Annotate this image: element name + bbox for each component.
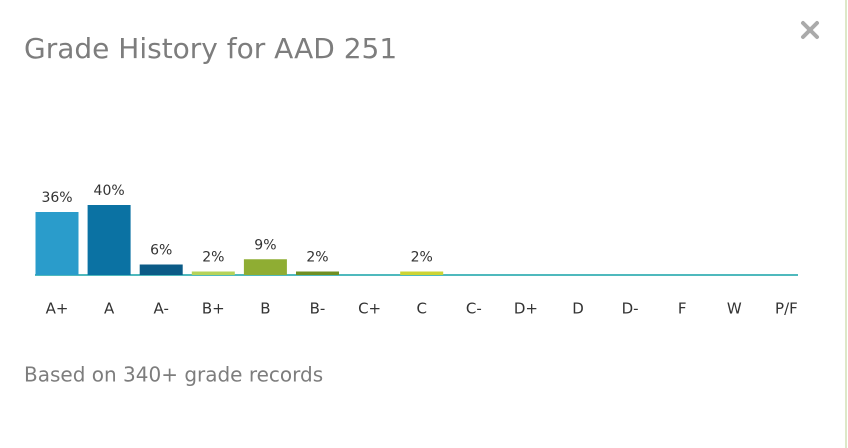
bar	[191, 271, 235, 275]
x-tick-label: A	[104, 300, 115, 318]
x-tick-label: C	[416, 300, 426, 318]
x-tick-label: C-	[466, 300, 482, 318]
value-label: 36%	[41, 190, 72, 206]
bar	[400, 271, 444, 275]
value-label: 40%	[94, 183, 125, 199]
value-label: 6%	[150, 243, 172, 259]
x-tick-label: W	[727, 300, 742, 318]
x-tick-label: A+	[46, 300, 69, 318]
close-button[interactable]	[801, 21, 819, 39]
x-tick-label: F	[678, 300, 687, 318]
x-tick-label: D+	[514, 300, 538, 318]
x-tick-label: C+	[358, 300, 381, 318]
x-tick-label: B+	[202, 300, 225, 318]
value-label: 2%	[306, 250, 328, 266]
x-tick-label: D	[572, 300, 584, 318]
bar	[243, 259, 287, 275]
x-tick-label: D-	[622, 300, 639, 318]
value-label: 9%	[254, 237, 276, 253]
value-label: 2%	[202, 250, 224, 266]
value-label: 2%	[411, 250, 433, 266]
chart-title: Grade History for AAD 251	[24, 32, 397, 65]
x-tick-label: P/F	[775, 300, 798, 318]
bar	[35, 212, 79, 275]
x-tick-label: A-	[154, 300, 169, 318]
footnote: Based on 340+ grade records	[24, 363, 323, 387]
bar	[139, 264, 183, 275]
x-tick-label: B-	[310, 300, 326, 318]
bar	[296, 271, 339, 275]
x-tick-label: B	[260, 300, 270, 318]
bar	[87, 205, 131, 275]
